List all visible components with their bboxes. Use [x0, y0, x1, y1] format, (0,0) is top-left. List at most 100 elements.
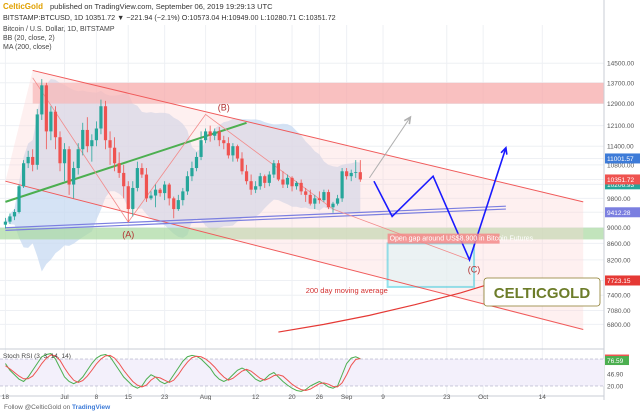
candle-body: [53, 111, 58, 138]
candle-body: [163, 184, 167, 194]
abc-wave-path: [32, 77, 470, 261]
time-tick-label: Sep: [341, 394, 353, 401]
candle-body: [181, 191, 185, 201]
ticker-line: BITSTAMP:BTCUSD, 1D 10351.72 ▼ −221.94 (…: [3, 13, 336, 22]
ma200-line: [278, 279, 502, 333]
price-tick-label: 10351.72: [607, 177, 634, 184]
candle-body: [295, 182, 299, 187]
candle-body: [308, 194, 312, 204]
candle-body: [267, 174, 271, 183]
wave-a-label: (A): [122, 229, 134, 239]
candle-body: [276, 163, 280, 180]
time-tick-label: 12: [252, 394, 260, 401]
candle-body: [49, 111, 53, 132]
candle-body: [358, 172, 362, 180]
time-tick-label: 15: [125, 394, 133, 401]
price-tick-label: 7400.00: [607, 293, 631, 300]
candle-body: [226, 143, 230, 156]
price-tick-label: 8600.00: [607, 241, 631, 248]
candle-body: [140, 168, 144, 175]
candle-body: [244, 171, 249, 182]
candle-body: [8, 216, 12, 222]
candle-body: [22, 163, 26, 187]
price-tick-label: 10206.93: [607, 182, 634, 189]
candle-body: [322, 192, 326, 201]
candle-body: [126, 186, 130, 210]
price-tag-bg: [605, 275, 640, 286]
ma-annotation: 200 day moving average: [306, 286, 388, 295]
time-axis: 18 Jul 8 15 23 Aug 12 20 26 Sep 9 23 Oct 14: [0, 394, 604, 401]
price-tick-label: 13700.00: [607, 80, 634, 87]
price-tick-label: 14500.00: [607, 61, 634, 68]
stoch-k-line: [4, 353, 361, 392]
candle-body: [172, 198, 176, 210]
candle-body: [299, 182, 303, 192]
time-tick-label: 23: [443, 394, 451, 401]
bb-legend[interactable]: BB (20, close, 2): [3, 35, 55, 42]
candle-body: [263, 176, 267, 183]
candle-body: [217, 131, 221, 141]
candle-body: [204, 131, 208, 141]
candle-body: [99, 106, 103, 129]
candle-body: [62, 149, 67, 164]
price-axis: 6800.00 7080.00 7400.00 7723.15 8200.00 8600.…: [603, 0, 640, 400]
candle-body: [108, 140, 112, 148]
price-tag-bg: [605, 207, 640, 218]
price-axis-bg: [604, 0, 640, 400]
candle-body: [326, 192, 331, 208]
support-zone: [0, 227, 604, 240]
candle-body: [258, 176, 262, 187]
wave-b-label: (B): [218, 102, 230, 112]
candle-body: [167, 184, 171, 199]
candle-body: [194, 156, 199, 169]
ma-legend[interactable]: MA (200, close): [3, 44, 52, 51]
candle-body: [131, 187, 135, 210]
candle-body: [113, 147, 117, 164]
stoch-tick-label: 46.90: [607, 371, 624, 378]
candle-body: [17, 186, 21, 212]
projection-arrowhead: [500, 145, 508, 155]
alt-projection-line: [368, 116, 411, 179]
candle-body: [26, 156, 30, 164]
price-tick-label: 7723.15: [607, 278, 631, 285]
brand-name[interactable]: CelticGold: [3, 2, 43, 11]
candle-body: [285, 177, 290, 185]
candle-body: [354, 172, 358, 173]
price-tick-label: 9412.28: [607, 210, 631, 217]
candle-body: [40, 85, 44, 115]
candle-body: [345, 171, 349, 177]
published-info: published on TradingView.com, September …: [50, 2, 273, 11]
time-tick-label: 23: [161, 394, 169, 401]
resistance-zone: [32, 82, 604, 104]
open-gap-label: Open gap around US$8.900 in Bitcoin Futu…: [390, 236, 534, 243]
time-tick-label: Oct: [478, 394, 488, 401]
candle-body: [272, 163, 276, 175]
candle-body: [290, 177, 294, 187]
price-tick-label: 12900.00: [607, 101, 634, 108]
candle-body: [122, 172, 126, 187]
price-tick-label: 11400.00: [607, 144, 634, 151]
time-tick-label: 18: [2, 394, 10, 401]
stoch-tag-bg: [605, 356, 629, 366]
candle-body: [281, 179, 285, 185]
candle-body: [76, 149, 80, 169]
time-tick-label: 8: [95, 394, 99, 401]
candle-body: [35, 114, 39, 165]
candle-body: [117, 163, 121, 173]
candle-body: [331, 203, 335, 208]
chart-header: CelticGold published on TradingView.com,…: [3, 2, 336, 51]
time-tick-label: Jul: [60, 394, 69, 401]
candle-body: [254, 186, 258, 190]
candle-body: [349, 172, 353, 177]
candle-body: [249, 181, 253, 190]
channel-upper-line: [32, 69, 584, 203]
wave-c-label: (C): [468, 265, 481, 275]
target-box: [386, 242, 476, 288]
logo-text: CELTICGOLD: [494, 285, 591, 302]
price-tick-label: 8200.00: [607, 257, 631, 264]
candle-body: [199, 140, 203, 157]
support-trendline-upper: [5, 205, 506, 229]
candle-body: [12, 211, 17, 217]
candle-body: [144, 174, 149, 199]
